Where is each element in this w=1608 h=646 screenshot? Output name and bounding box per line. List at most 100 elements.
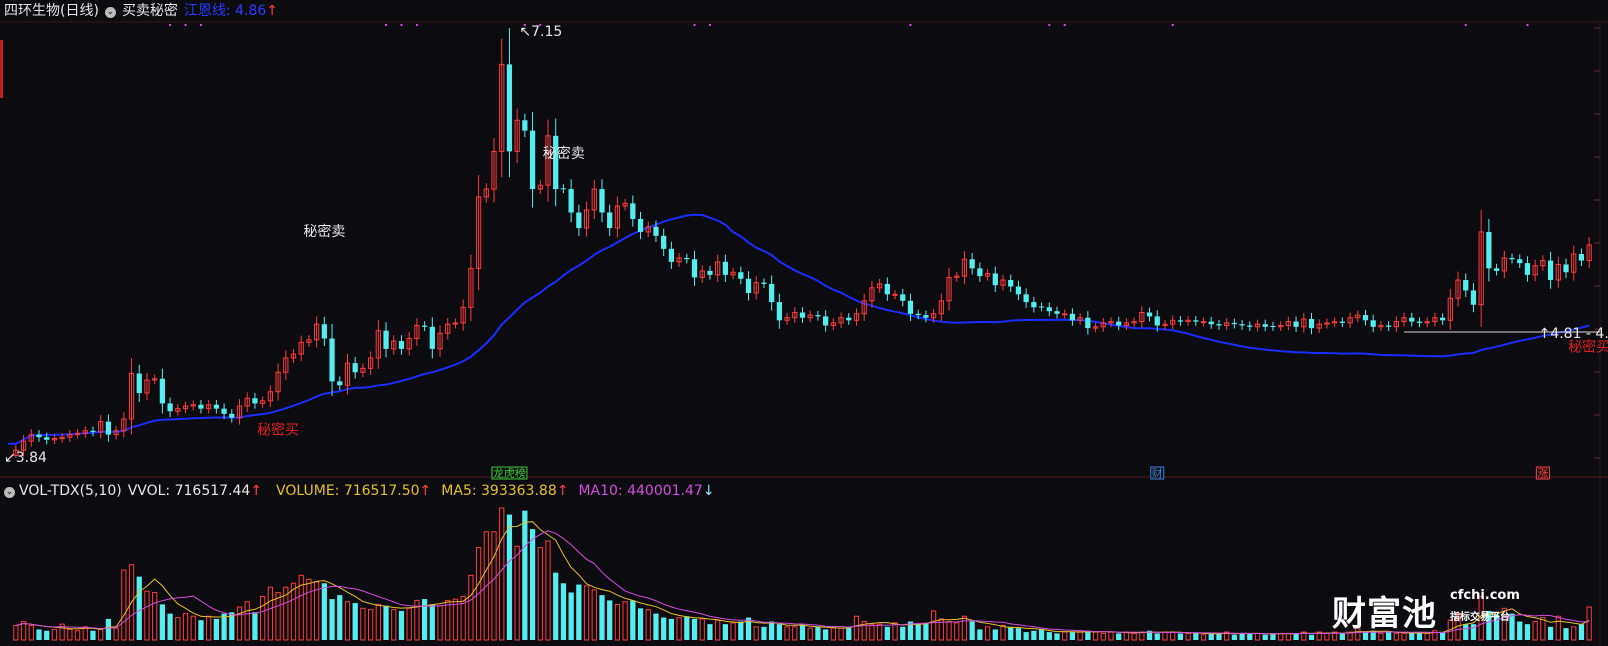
- event-marker-label: 财: [1152, 466, 1163, 480]
- indicator-name[interactable]: 买卖秘密: [121, 3, 178, 19]
- volume-bar: [1401, 632, 1407, 641]
- volume-bar: [1193, 633, 1199, 640]
- volume-bar: [668, 618, 675, 640]
- volume-bar: [1062, 631, 1068, 641]
- candle-body: [707, 270, 713, 275]
- candle-body: [152, 378, 158, 381]
- candle-body: [267, 391, 273, 402]
- volume-bar: [1247, 633, 1253, 640]
- buy-signal-label: 秘密买: [257, 422, 299, 439]
- volume-bar: [861, 621, 867, 641]
- candle-body: [360, 367, 366, 373]
- volume-bar: [1517, 621, 1523, 640]
- candle-body: [514, 119, 520, 152]
- volume-bar: [429, 604, 435, 640]
- candle-body: [1370, 320, 1376, 327]
- candle-body: [668, 248, 675, 262]
- candle-body: [483, 188, 489, 198]
- signal-dot: [909, 24, 912, 26]
- dropdown-icon[interactable]: ⌄: [4, 487, 15, 498]
- candle-body: [722, 261, 729, 275]
- volume-bar: [1046, 632, 1052, 640]
- volume-bar: [36, 629, 42, 640]
- candle-body: [637, 218, 644, 232]
- volume-bar: [159, 604, 166, 640]
- candle-body: [1362, 315, 1369, 321]
- volume-bar: [637, 608, 644, 640]
- candle-body: [799, 312, 806, 318]
- volume-bar: [182, 613, 189, 641]
- candle-body: [1023, 294, 1029, 303]
- volume-bar: [529, 529, 536, 640]
- candle-body: [1015, 286, 1022, 295]
- volume-bar: [290, 582, 297, 641]
- candle-body: [1100, 322, 1106, 328]
- candle-body: [1524, 263, 1531, 275]
- candle-body: [67, 434, 73, 438]
- candle-body: [167, 403, 173, 412]
- candle-body: [846, 317, 852, 321]
- candle-body: [452, 322, 459, 325]
- gann-line-value: 江恩线: 4.86: [183, 3, 267, 19]
- volume-bar: [576, 584, 582, 640]
- volume-bar: [591, 589, 597, 641]
- volume-bar: [715, 619, 721, 641]
- candle-body: [74, 432, 81, 436]
- candle-body: [1386, 325, 1392, 327]
- volume-bar: [977, 629, 983, 640]
- volume-bar: [44, 630, 50, 640]
- candle-body: [321, 324, 327, 339]
- candle-body: [1555, 263, 1561, 281]
- volume-bar: [769, 621, 775, 640]
- candle-body: [1401, 317, 1407, 323]
- signal-dot: [1171, 24, 1174, 26]
- candle-body: [1355, 314, 1361, 319]
- high-price-label: ↖7.15: [519, 24, 562, 40]
- dropdown-icon[interactable]: ⌄: [104, 7, 116, 18]
- candle-body: [429, 326, 435, 349]
- candle-body: [1285, 321, 1291, 326]
- candle-body: [545, 135, 551, 186]
- volume-bar: [1200, 634, 1207, 641]
- candle-body: [337, 381, 343, 386]
- event-marker-box: [1150, 466, 1165, 480]
- candle-body: [506, 64, 513, 152]
- candle-body: [599, 189, 605, 213]
- volume-bar: [267, 586, 273, 641]
- candle-body: [761, 282, 767, 284]
- candle-body: [1139, 312, 1145, 323]
- low-price-label: ↙3.84: [4, 450, 47, 466]
- volume-indicator-name[interactable]: VOL-TDX(5,10): [19, 483, 122, 499]
- volume-bar: [337, 595, 343, 640]
- volume-bar: [614, 603, 621, 641]
- candle-body: [792, 312, 798, 319]
- candle-body: [1193, 320, 1199, 322]
- candle-body: [1116, 321, 1122, 326]
- watermark-brand: 财富池: [1332, 594, 1437, 634]
- volume-bar: [1308, 634, 1315, 640]
- volume-bar: [661, 617, 667, 640]
- candle-body: [1262, 324, 1268, 327]
- candle-body: [961, 258, 968, 277]
- candle-body: [1347, 317, 1353, 324]
- candle-body: [13, 449, 19, 456]
- volume-bar: [321, 583, 327, 640]
- candle-body: [1517, 259, 1523, 264]
- candle-body: [784, 317, 790, 321]
- gann-line: [8, 213, 1590, 445]
- candle-body: [1270, 326, 1276, 328]
- candle-body: [1046, 307, 1052, 312]
- volume-bar: [1540, 617, 1546, 641]
- volume-bar: [1108, 631, 1114, 641]
- volume-bar: [1509, 613, 1515, 640]
- watermark-subtitle: 指标交易平台: [1450, 612, 1510, 623]
- volume-bar: [82, 626, 88, 641]
- volume-bar: [753, 626, 759, 641]
- volume-bar: [1432, 630, 1438, 641]
- candle-body: [344, 362, 351, 386]
- volume-bar: [784, 626, 790, 641]
- volume-bar: [807, 627, 813, 641]
- candle-body: [1547, 260, 1554, 281]
- stock-name[interactable]: 四环生物(日线): [4, 3, 99, 19]
